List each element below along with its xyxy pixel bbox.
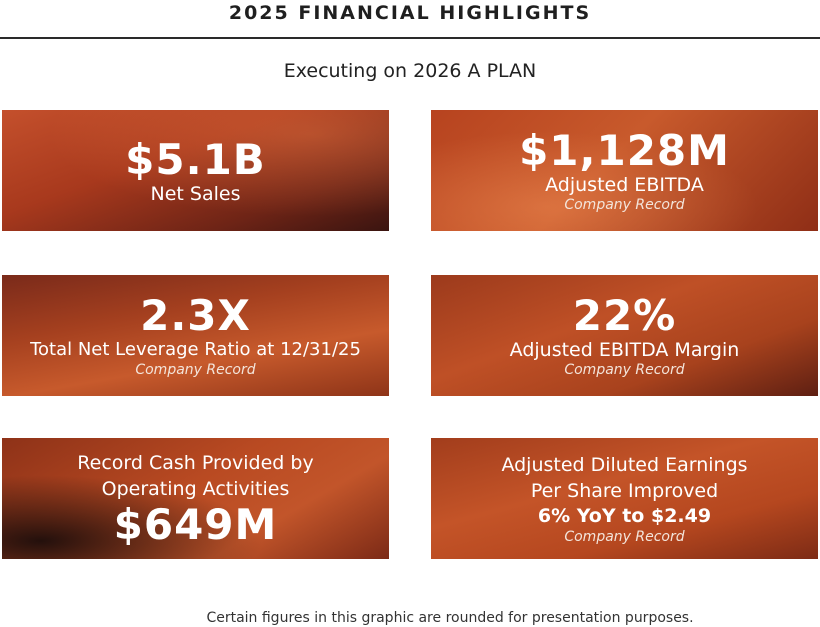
tile-background-image <box>431 438 818 559</box>
title-divider <box>0 37 820 39</box>
tile-background-image <box>431 110 818 231</box>
tile-background-image <box>2 110 389 231</box>
tile-value: $5.1B <box>125 134 266 184</box>
ebitda-margin-tile: 22% Adjusted EBITDA Margin Company Recor… <box>431 275 818 396</box>
tile-label-line-2: Operating Activities <box>101 477 290 500</box>
operating-cash-tile: Record Cash Provided by Operating Activi… <box>2 438 389 559</box>
tile-background-image <box>2 275 389 396</box>
tile-value: 6% YoY to $2.49 <box>537 504 712 527</box>
page-subtitle: Executing on 2026 A PLAN <box>283 60 537 82</box>
tile-note: Company Record <box>564 196 685 213</box>
tile-note: Company Record <box>135 361 256 378</box>
diluted-eps-tile: Adjusted Diluted Earnings Per Share Impr… <box>431 438 818 559</box>
tile-label-line-1: Adjusted Diluted Earnings <box>501 453 748 476</box>
tile-background-image <box>2 438 389 559</box>
tile-value: 22% <box>572 290 677 340</box>
tile-value: $1,128M <box>519 125 730 175</box>
tile-note: Company Record <box>564 528 685 545</box>
tile-label: Adjusted EBITDA Margin <box>509 338 740 361</box>
tile-label-line-1: Record Cash Provided by <box>77 451 314 474</box>
adjusted-ebitda-tile: $1,128M Adjusted EBITDA Company Record <box>431 110 818 231</box>
tile-label: Net Sales <box>150 182 241 205</box>
net-leverage-tile: 2.3X Total Net Leverage Ratio at 12/31/2… <box>2 275 389 396</box>
footnote: Certain figures in this graphic are roun… <box>206 610 694 626</box>
tile-background-image <box>431 275 818 396</box>
tile-label: Total Net Leverage Ratio at 12/31/25 <box>30 338 361 360</box>
tile-label-line-2: Per Share Improved <box>530 479 719 502</box>
page-title: 2025 FINANCIAL HIGHLIGHTS <box>228 2 592 24</box>
tile-value: $649M <box>113 499 278 549</box>
tile-label: Adjusted EBITDA <box>545 173 704 196</box>
tile-note: Company Record <box>564 361 685 378</box>
net-sales-tile: $5.1B Net Sales <box>2 110 389 231</box>
tile-value: 2.3X <box>140 290 251 340</box>
